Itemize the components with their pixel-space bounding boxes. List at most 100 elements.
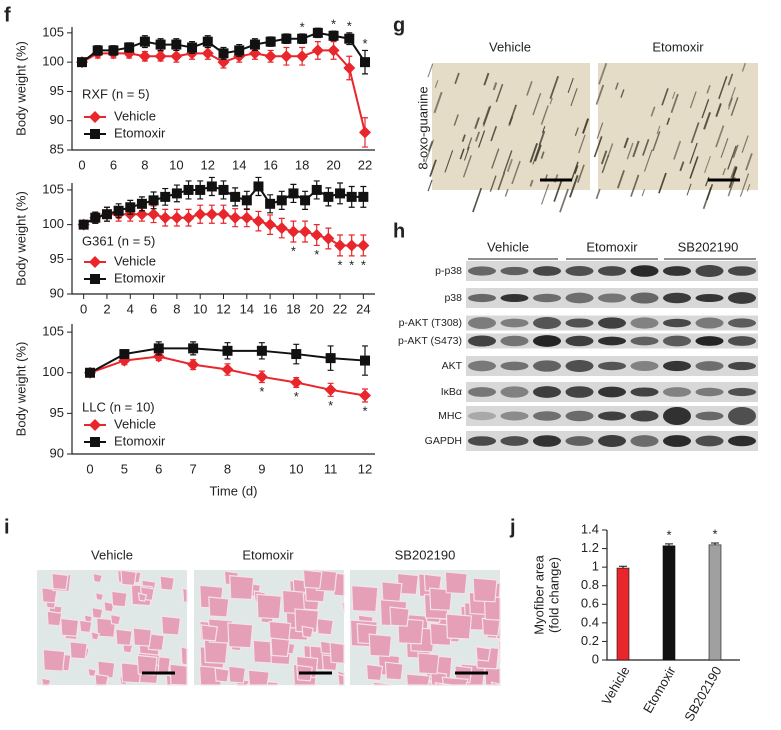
marker bbox=[299, 225, 312, 238]
blot-band bbox=[695, 317, 724, 329]
stain-streak bbox=[504, 188, 509, 197]
stain-streak bbox=[490, 125, 498, 142]
fiber bbox=[137, 592, 148, 602]
stain-streak bbox=[722, 168, 726, 176]
stain-streak bbox=[427, 179, 433, 192]
marker bbox=[159, 211, 172, 224]
legend-label: Vehicle bbox=[114, 416, 156, 431]
blot-band bbox=[598, 266, 626, 276]
stain-streak bbox=[623, 137, 629, 149]
marker bbox=[229, 211, 242, 224]
error-bar bbox=[619, 565, 627, 569]
legend-label: Etomoxir bbox=[114, 125, 166, 140]
chart-title: LLC (n = 10) bbox=[82, 399, 155, 414]
marker bbox=[252, 215, 265, 228]
marker bbox=[334, 239, 347, 252]
fiber bbox=[60, 617, 80, 637]
blot-band bbox=[728, 407, 756, 425]
marker bbox=[188, 343, 199, 354]
blot-band bbox=[598, 411, 626, 421]
blot-band bbox=[533, 360, 561, 372]
stain-streak bbox=[626, 142, 634, 160]
fiber bbox=[481, 617, 501, 637]
stain-streak bbox=[614, 82, 619, 90]
stain-streak bbox=[492, 82, 498, 91]
stain-streak bbox=[424, 139, 435, 164]
blot-band bbox=[630, 317, 659, 329]
marker bbox=[78, 219, 89, 230]
blot-band bbox=[728, 336, 756, 346]
row-label: p38 bbox=[444, 292, 462, 304]
stain-streak bbox=[570, 88, 578, 107]
y-tick-label: 0.4 bbox=[581, 614, 599, 629]
blot-band bbox=[663, 435, 691, 447]
significance: * bbox=[259, 384, 264, 399]
fiber bbox=[120, 569, 137, 587]
x-tick-label: 12 bbox=[201, 157, 215, 172]
marker bbox=[201, 47, 214, 60]
x-tick-label: 24 bbox=[356, 301, 370, 316]
significance: * bbox=[349, 257, 354, 272]
stain-streak bbox=[730, 97, 739, 116]
stain-streak bbox=[745, 153, 753, 171]
marker bbox=[90, 212, 101, 223]
fiber bbox=[200, 624, 218, 642]
blot-band bbox=[663, 387, 691, 397]
significance: * bbox=[294, 389, 299, 404]
y-tick-label: 105 bbox=[42, 24, 64, 39]
marker bbox=[108, 45, 119, 56]
fiber bbox=[42, 648, 66, 672]
marker bbox=[222, 345, 233, 356]
marker bbox=[325, 353, 336, 364]
marker bbox=[328, 30, 339, 41]
marker bbox=[119, 349, 130, 360]
marker bbox=[281, 33, 292, 44]
fiber bbox=[228, 665, 247, 684]
row-label: p-AKT (S473) bbox=[398, 335, 462, 347]
stain-streak bbox=[511, 160, 521, 185]
fiber bbox=[87, 667, 97, 678]
stain-streak bbox=[433, 91, 443, 114]
x-tick-label: 7 bbox=[190, 461, 197, 476]
fiber bbox=[368, 633, 393, 658]
y-tick-label: 105 bbox=[42, 181, 64, 196]
marker bbox=[218, 184, 229, 195]
fiber bbox=[475, 646, 492, 662]
significance: * bbox=[362, 36, 367, 51]
x-tick-label: 8 bbox=[224, 461, 231, 476]
blot-band bbox=[468, 360, 496, 372]
blot-band bbox=[728, 435, 756, 447]
marker bbox=[230, 191, 241, 202]
stain-streak bbox=[728, 86, 736, 107]
significance: * bbox=[331, 17, 336, 32]
fiber bbox=[490, 681, 501, 686]
fiber bbox=[46, 610, 63, 627]
fiber bbox=[384, 661, 404, 681]
blot-band bbox=[468, 335, 496, 347]
stain-streak bbox=[474, 117, 480, 130]
stain-streak bbox=[601, 155, 610, 174]
blot-band bbox=[630, 292, 659, 304]
fiber bbox=[69, 640, 88, 660]
stain-streak bbox=[475, 131, 481, 142]
x-tick-label: 6 bbox=[150, 301, 157, 316]
blot-band bbox=[598, 317, 626, 329]
blot-band bbox=[728, 266, 756, 276]
fiber bbox=[405, 673, 431, 686]
stain-streak bbox=[427, 141, 434, 152]
blot-band bbox=[565, 335, 594, 347]
stain-streak bbox=[658, 172, 667, 194]
fiber bbox=[214, 667, 230, 683]
error-bar bbox=[665, 543, 673, 546]
significance: * bbox=[314, 247, 319, 262]
marker bbox=[113, 205, 124, 216]
marker bbox=[357, 239, 370, 252]
marker bbox=[265, 198, 276, 209]
chart-title: G361 (n = 5) bbox=[82, 233, 155, 248]
marker bbox=[265, 36, 276, 47]
marker bbox=[344, 33, 355, 44]
blot-band bbox=[500, 335, 529, 347]
stain-streak bbox=[466, 137, 473, 151]
blot-band bbox=[500, 266, 529, 276]
blot-band bbox=[533, 293, 561, 303]
